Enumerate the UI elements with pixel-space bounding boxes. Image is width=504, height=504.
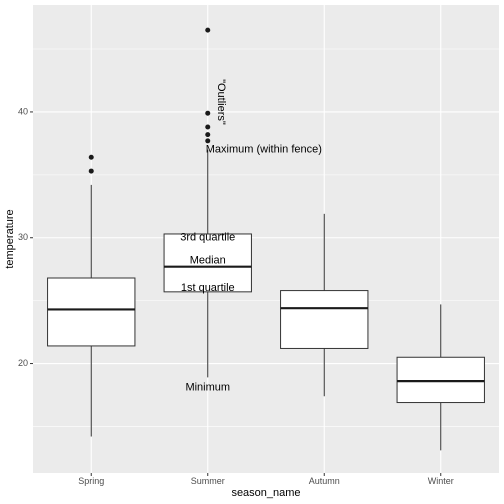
x-tick-label: Spring — [78, 476, 104, 486]
annotation-label: Minimum — [185, 381, 230, 393]
annotation-label: Median — [190, 254, 226, 266]
y-axis: 20 30 40 — [18, 106, 33, 368]
outlier-point — [205, 110, 211, 116]
annotations-layer: "Outliers" Maximum (within fence) 3rd quar… — [180, 79, 322, 393]
box-iqr — [280, 290, 369, 349]
box-summer — [163, 27, 252, 378]
y-tick-label: 40 — [18, 106, 28, 116]
annotation-label: 3rd quartile — [180, 232, 235, 244]
x-axis-title: season_name — [231, 487, 300, 499]
y-tick-label: 20 — [18, 358, 28, 368]
y-axis-title: temperature — [4, 209, 16, 268]
boxes-layer — [47, 27, 485, 451]
x-tick-label: Summer — [191, 476, 225, 486]
outlier-point — [88, 168, 94, 174]
outlier-point — [88, 154, 94, 160]
outlier-point — [205, 27, 211, 33]
box-iqr — [163, 233, 252, 293]
x-tick-label: Winter — [428, 476, 454, 486]
annotation-label: "Outliers" — [215, 79, 227, 125]
annotation-label: Maximum (within fence) — [206, 144, 322, 156]
box-winter — [396, 304, 485, 451]
box-iqr — [396, 356, 485, 404]
box-spring — [47, 154, 136, 437]
outlier-point — [205, 138, 211, 144]
box-autumn — [280, 213, 369, 397]
box-iqr — [47, 277, 136, 347]
outlier-point — [205, 124, 211, 130]
outlier-point — [205, 132, 211, 138]
y-tick-label: 30 — [18, 232, 28, 242]
annotation-label: 1st quartile — [181, 282, 235, 294]
x-tick-label: Autumn — [309, 476, 340, 486]
x-axis: Spring Summer Autumn Winter — [78, 473, 454, 486]
